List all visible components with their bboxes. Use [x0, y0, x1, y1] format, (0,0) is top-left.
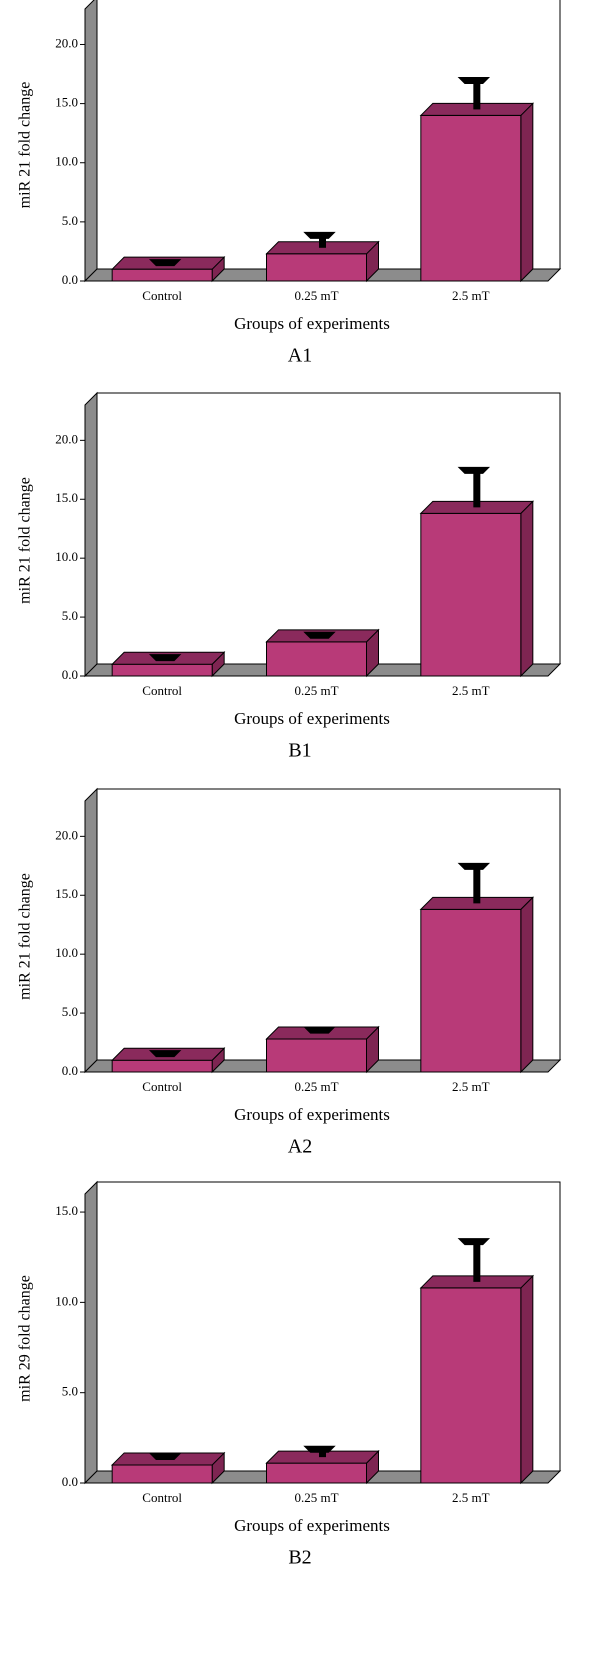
bar: [266, 253, 367, 282]
x-axis-title: Groups of experiments: [234, 314, 390, 333]
x-tick-label: 2.5 mT: [452, 288, 490, 303]
y-tick-label: 5.0: [62, 1004, 78, 1019]
bar: [266, 1038, 367, 1073]
left-wall: [84, 1180, 98, 1485]
y-tick-label: 10.0: [55, 1293, 78, 1308]
x-tick-label: 2.5 mT: [452, 683, 490, 698]
left-wall: [84, 787, 98, 1074]
bar-side: [520, 102, 534, 283]
bar: [420, 1287, 522, 1484]
y-tick-label: 20.0: [55, 827, 78, 842]
x-tick-label: 0.25 mT: [294, 1079, 338, 1094]
error-cap: [148, 1453, 182, 1461]
bar: [420, 908, 522, 1073]
bar: [111, 1464, 213, 1484]
y-tick-label: 5.0: [62, 608, 78, 623]
error-cap: [303, 1026, 336, 1034]
x-tick-label: 0.25 mT: [294, 683, 338, 698]
panel-caption: B2: [288, 1547, 311, 1569]
y-axis-title: miR 21 fold change: [17, 82, 34, 209]
y-tick-label: 20.0: [55, 35, 78, 50]
y-tick-label: 10.0: [55, 154, 78, 169]
error-cap: [148, 259, 182, 267]
y-tick-label: 10.0: [55, 945, 78, 960]
x-tick-label: Control: [142, 1079, 182, 1094]
y-tick-label: 0.0: [62, 1063, 78, 1078]
bar: [111, 1059, 213, 1073]
error-cap: [303, 1445, 336, 1453]
y-tick-label: 10.0: [55, 549, 78, 564]
error-cap: [303, 631, 336, 639]
bar-side: [520, 896, 534, 1074]
bar: [420, 512, 522, 677]
y-tick-label: 15.0: [55, 490, 78, 505]
error-cap: [303, 231, 336, 239]
x-axis-title: Groups of experiments: [234, 1105, 390, 1124]
error-cap: [457, 1238, 491, 1246]
x-tick-label: 2.5 mT: [452, 1490, 490, 1505]
x-tick-label: Control: [142, 683, 182, 698]
bar: [111, 268, 213, 282]
y-axis-title: miR 21 fold change: [17, 873, 34, 1000]
y-tick-label: 0.0: [62, 1474, 78, 1489]
bar-top: [419, 500, 535, 514]
error-cap: [457, 77, 491, 85]
y-tick-label: 0.0: [62, 272, 78, 287]
bar-side: [520, 500, 534, 678]
y-tick-label: 15.0: [55, 95, 78, 110]
bar: [266, 1462, 367, 1484]
x-tick-label: 2.5 mT: [452, 1079, 490, 1094]
left-wall: [84, 391, 98, 678]
panel-caption: A1: [288, 345, 312, 367]
bar: [266, 641, 367, 677]
y-axis-title: miR 21 fold change: [17, 477, 34, 604]
bar-side: [520, 1274, 534, 1485]
bar: [420, 114, 522, 282]
y-tick-label: 15.0: [55, 1203, 78, 1218]
error-cap: [148, 654, 182, 662]
y-tick-label: 20.0: [55, 431, 78, 446]
error-cap: [148, 1050, 182, 1058]
y-tick-label: 5.0: [62, 1384, 78, 1399]
left-wall: [84, 0, 98, 283]
panel-caption: A2: [288, 1136, 312, 1158]
error-cap: [457, 466, 491, 474]
bar: [111, 663, 213, 677]
y-tick-label: 5.0: [62, 213, 78, 228]
y-tick-label: 0.0: [62, 667, 78, 682]
x-axis-title: Groups of experiments: [234, 709, 390, 728]
x-axis-title: Groups of experiments: [234, 1516, 390, 1535]
x-tick-label: Control: [142, 288, 182, 303]
panel-caption: B1: [288, 740, 311, 762]
x-tick-label: 0.25 mT: [294, 288, 338, 303]
y-tick-label: 15.0: [55, 886, 78, 901]
y-axis-title: miR 29 fold change: [17, 1275, 34, 1402]
x-tick-label: Control: [142, 1490, 182, 1505]
error-cap: [457, 862, 491, 870]
x-tick-label: 0.25 mT: [294, 1490, 338, 1505]
